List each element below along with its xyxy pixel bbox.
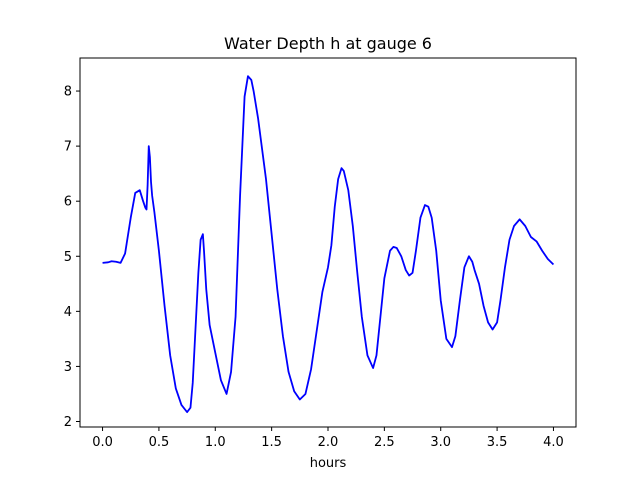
x-tick-label: 1.5 [261,435,282,450]
y-tick-label: 4 [64,305,72,320]
x-tick-label: 1.0 [205,435,226,450]
x-tick-label: 4.0 [543,435,564,450]
x-tick-label: 2.0 [318,435,339,450]
x-tick-label: 0.5 [149,435,170,450]
plot-content [102,75,555,414]
y-tick-label: 3 [64,360,72,375]
x-tick-label: 3.0 [430,435,451,450]
y-tick-label: 6 [64,195,72,210]
x-tick-label: 0.0 [92,435,113,450]
x-axis-label: hours [310,456,347,471]
y-tick-label: 7 [64,140,72,155]
chart-title: Water Depth h at gauge 6 [224,34,432,53]
series-line-0 [102,75,555,414]
x-tick-label: 3.5 [487,435,508,450]
axes-frame [79,57,577,428]
y-tick-label: 5 [64,250,72,265]
y-tick-label: 8 [64,85,72,100]
axis-ticks: 0.0 0.5 1.0 1.5 2.0 2.5 3.0 3.5 4.0 2 3 4 5 6 7 8 [64,85,564,450]
y-tick-label: 2 [64,415,72,430]
x-tick-label: 2.5 [374,435,395,450]
